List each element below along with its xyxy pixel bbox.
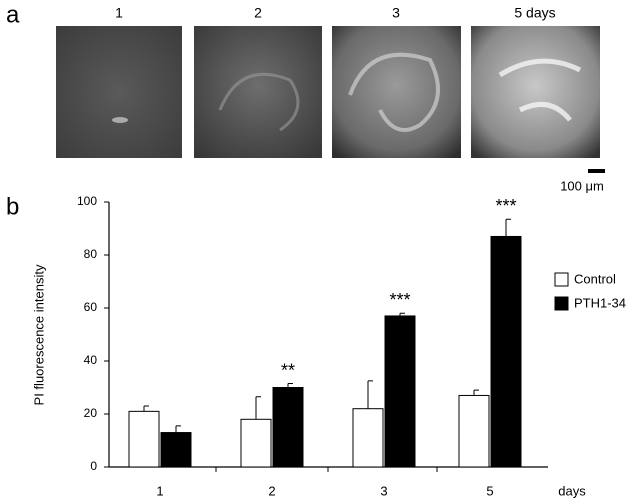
bar [272, 387, 304, 468]
y-tick-label: 0 [90, 459, 97, 473]
image-detail [112, 117, 128, 123]
legend-label: Control [574, 271, 616, 286]
error-bar [255, 396, 261, 420]
y-tick-label: 40 [84, 353, 98, 367]
image-label: 1 [115, 5, 123, 21]
scale-label: 100 μm [560, 178, 604, 193]
x-tick-label: 1 [156, 483, 163, 498]
scale-bar [588, 169, 605, 173]
x-tick-label: 2 [268, 483, 275, 498]
significance: ** [281, 360, 295, 380]
error-bar [367, 380, 373, 409]
bar [352, 408, 384, 468]
significance: *** [495, 196, 516, 216]
image-detail [498, 58, 582, 122]
error-bar [175, 425, 181, 433]
y-tick-label: 100 [77, 194, 97, 208]
legend-swatch [554, 272, 569, 287]
y-tick-label: 20 [84, 406, 98, 420]
error-bar [473, 389, 479, 396]
image [56, 26, 182, 158]
panel-label: b [6, 193, 19, 220]
bar [240, 418, 272, 468]
image [471, 26, 600, 158]
x-axis-label: days [558, 483, 586, 498]
bar [490, 235, 522, 468]
error-bar [143, 405, 149, 412]
image-label: 3 [392, 5, 400, 21]
legend-label: PTH1-34 [574, 295, 626, 310]
significance: *** [389, 290, 410, 310]
y-tick-label: 80 [84, 247, 98, 261]
bar [128, 410, 160, 468]
image-detail [348, 52, 440, 132]
error-bar [505, 218, 511, 237]
x-tick-label: 5 [486, 483, 493, 498]
panel-label: a [6, 1, 20, 28]
legend-swatch [554, 296, 569, 311]
error-bar [399, 312, 405, 316]
bar [160, 432, 192, 468]
micrographs [56, 26, 600, 158]
y-tick-label: 60 [84, 300, 98, 314]
image-label: 2 [254, 5, 262, 21]
bar [458, 394, 490, 468]
image-label: 5 days [514, 5, 555, 21]
image-detail [218, 72, 300, 132]
error-bar [287, 383, 293, 388]
image [194, 26, 322, 158]
x-tick-label: 3 [380, 483, 387, 498]
y-axis-label: PI fluorescence intensity [31, 264, 46, 405]
bar [384, 315, 416, 468]
